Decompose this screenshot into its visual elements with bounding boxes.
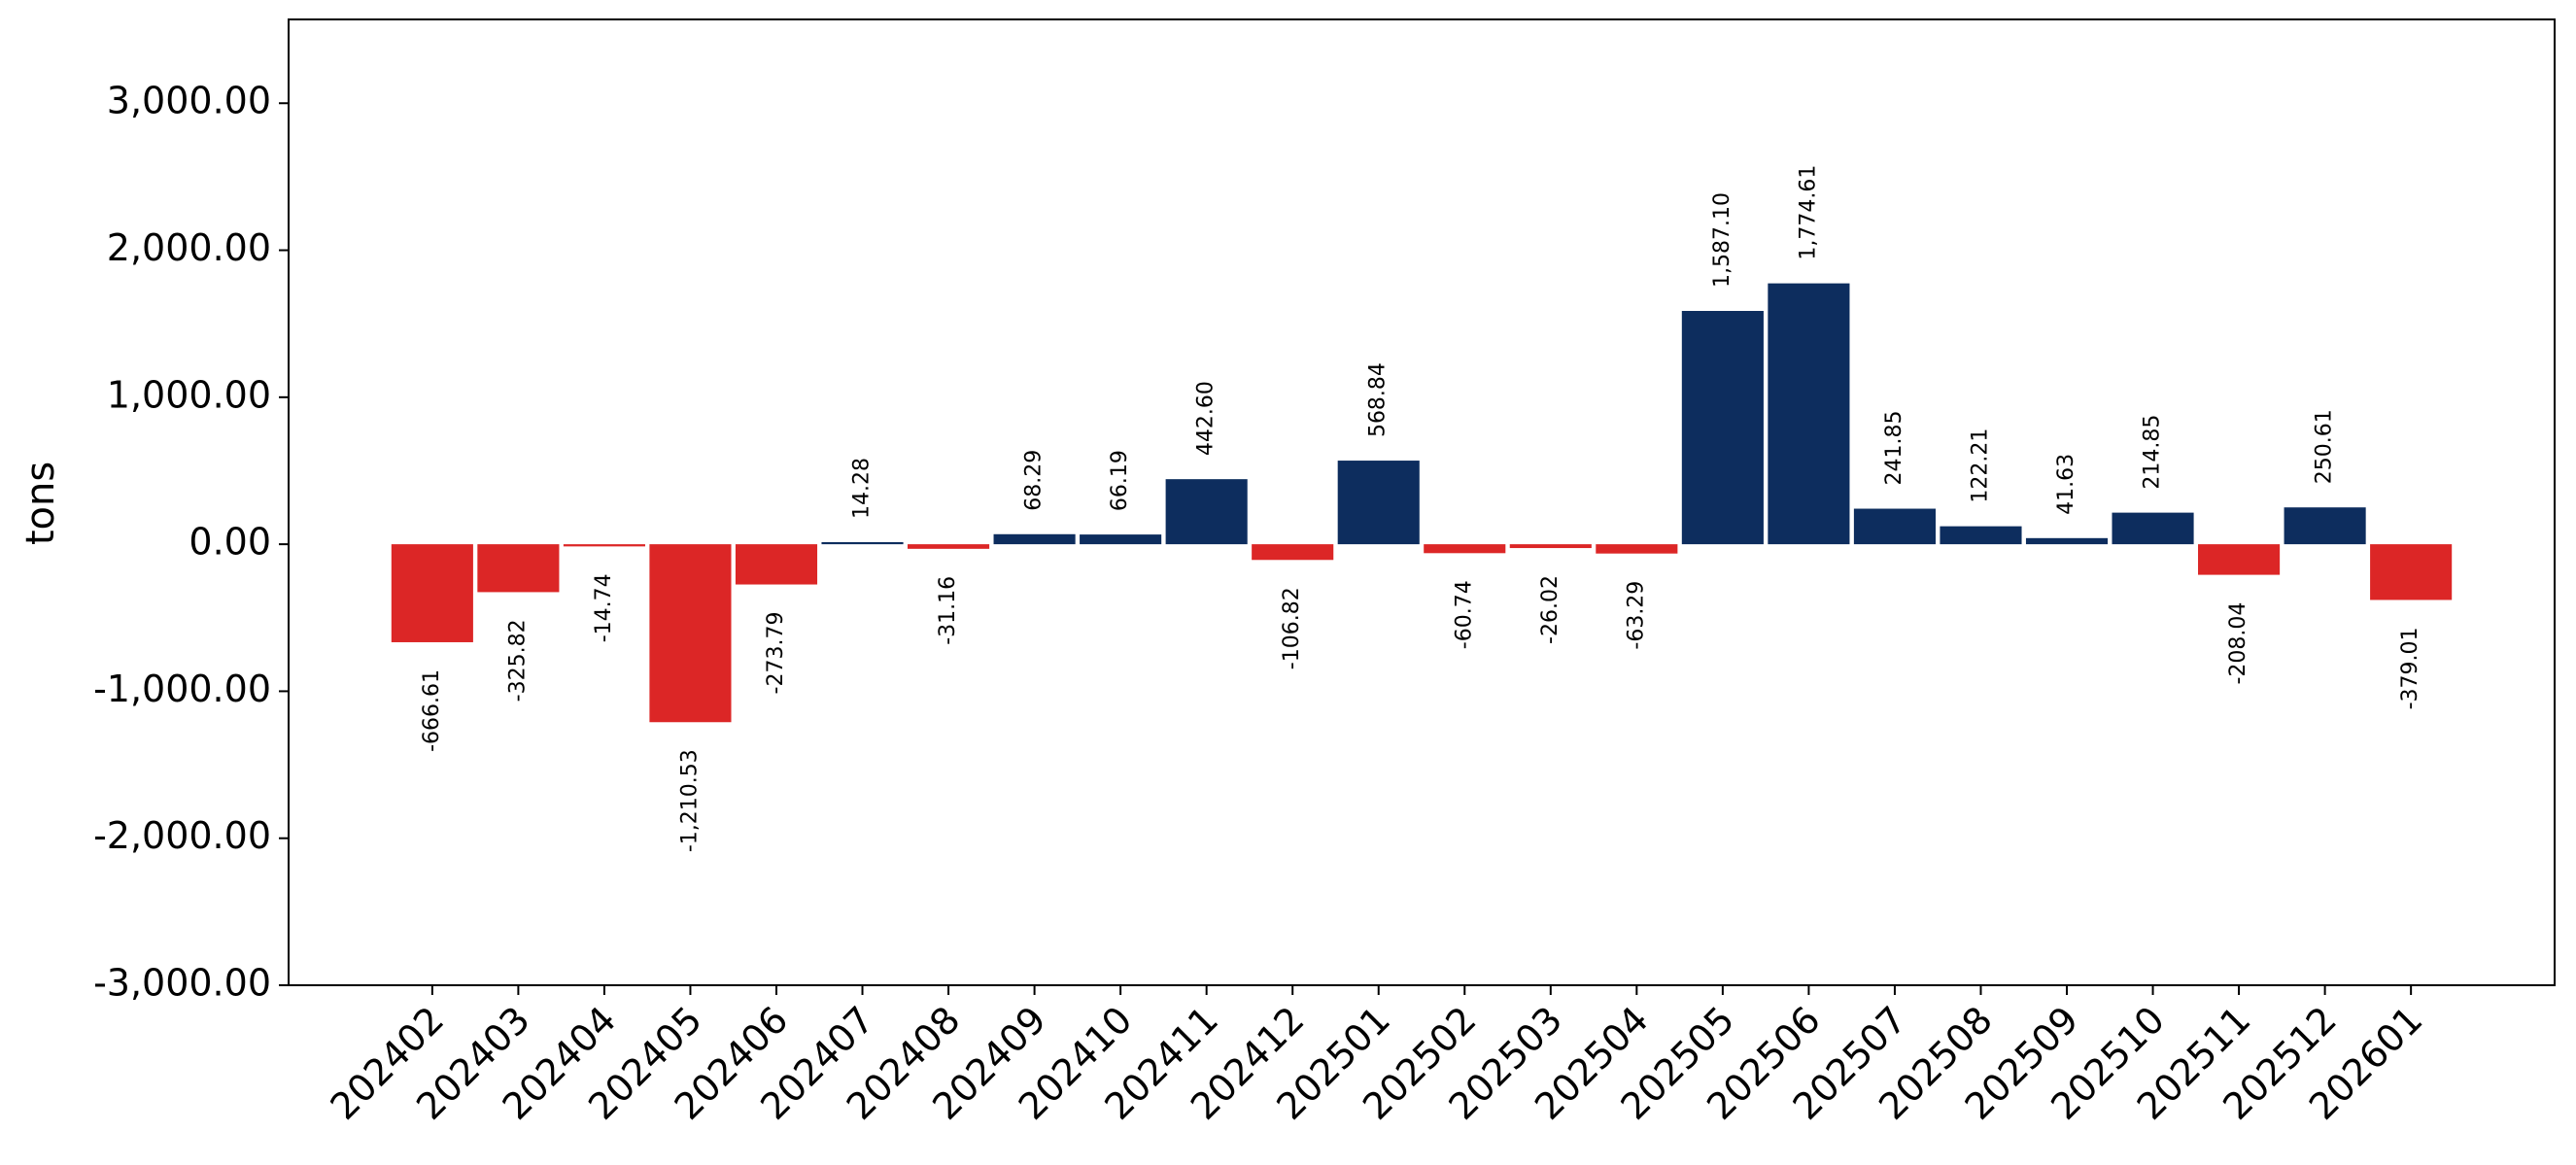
value-label: 14.28 bbox=[850, 458, 875, 519]
value-label: -666.61 bbox=[420, 669, 444, 752]
bar bbox=[2370, 544, 2453, 600]
value-label: -325.82 bbox=[505, 619, 530, 702]
value-label: 1,587.10 bbox=[1710, 192, 1735, 288]
bar bbox=[477, 544, 560, 593]
bar bbox=[821, 541, 904, 545]
value-label: 250.61 bbox=[2313, 409, 2337, 484]
y-tick-label: 0.00 bbox=[189, 521, 271, 564]
plot-frame bbox=[288, 18, 2556, 986]
bar bbox=[2112, 512, 2194, 545]
value-label: -60.74 bbox=[1452, 580, 1476, 649]
y-tick-label: 1,000.00 bbox=[107, 373, 271, 416]
bar bbox=[563, 544, 645, 547]
bar bbox=[1940, 526, 2022, 545]
bar bbox=[1596, 544, 1678, 554]
value-label: 68.29 bbox=[1022, 450, 1047, 511]
bar bbox=[1337, 461, 1420, 545]
y-tick-label: 2,000.00 bbox=[107, 226, 271, 269]
value-label: 1,774.61 bbox=[1796, 165, 1820, 260]
bar bbox=[1424, 544, 1506, 554]
bar bbox=[1252, 544, 1334, 561]
bar bbox=[649, 544, 732, 723]
value-label: 122.21 bbox=[1968, 428, 1992, 503]
bar bbox=[1681, 311, 1764, 545]
value-label: -31.16 bbox=[936, 576, 960, 645]
value-label: -273.79 bbox=[764, 612, 788, 695]
value-label: 442.60 bbox=[1194, 381, 1219, 456]
value-label: -106.82 bbox=[1280, 587, 1304, 669]
bar bbox=[993, 533, 1076, 545]
y-tick-label: 3,000.00 bbox=[107, 80, 271, 122]
y-tick-label: -3,000.00 bbox=[93, 962, 271, 1005]
bar bbox=[1165, 479, 1248, 545]
y-tick-label: -2,000.00 bbox=[93, 814, 271, 857]
bar bbox=[1509, 544, 1592, 549]
value-label: -208.04 bbox=[2226, 602, 2250, 685]
value-label: -14.74 bbox=[592, 573, 616, 642]
value-label: -63.29 bbox=[1624, 581, 1648, 650]
bar bbox=[2284, 507, 2366, 545]
y-axis-label: tons bbox=[18, 462, 63, 545]
value-label: -1,210.53 bbox=[677, 749, 702, 852]
value-label: 241.85 bbox=[1882, 411, 1906, 486]
bar bbox=[908, 544, 990, 549]
bar bbox=[1768, 283, 1850, 545]
bar bbox=[2025, 537, 2109, 545]
bar bbox=[391, 544, 473, 642]
value-label: 66.19 bbox=[1108, 450, 1132, 511]
bar bbox=[735, 544, 818, 585]
value-label: -379.01 bbox=[2398, 627, 2422, 709]
bar bbox=[1853, 508, 1936, 545]
value-label: 568.84 bbox=[1366, 362, 1391, 437]
bar bbox=[1080, 534, 1162, 545]
value-label: 41.63 bbox=[2054, 454, 2078, 515]
y-tick-label: -1,000.00 bbox=[93, 668, 271, 710]
value-label: 214.85 bbox=[2141, 415, 2165, 490]
bar bbox=[2198, 544, 2281, 575]
value-label: -26.02 bbox=[1538, 575, 1563, 644]
